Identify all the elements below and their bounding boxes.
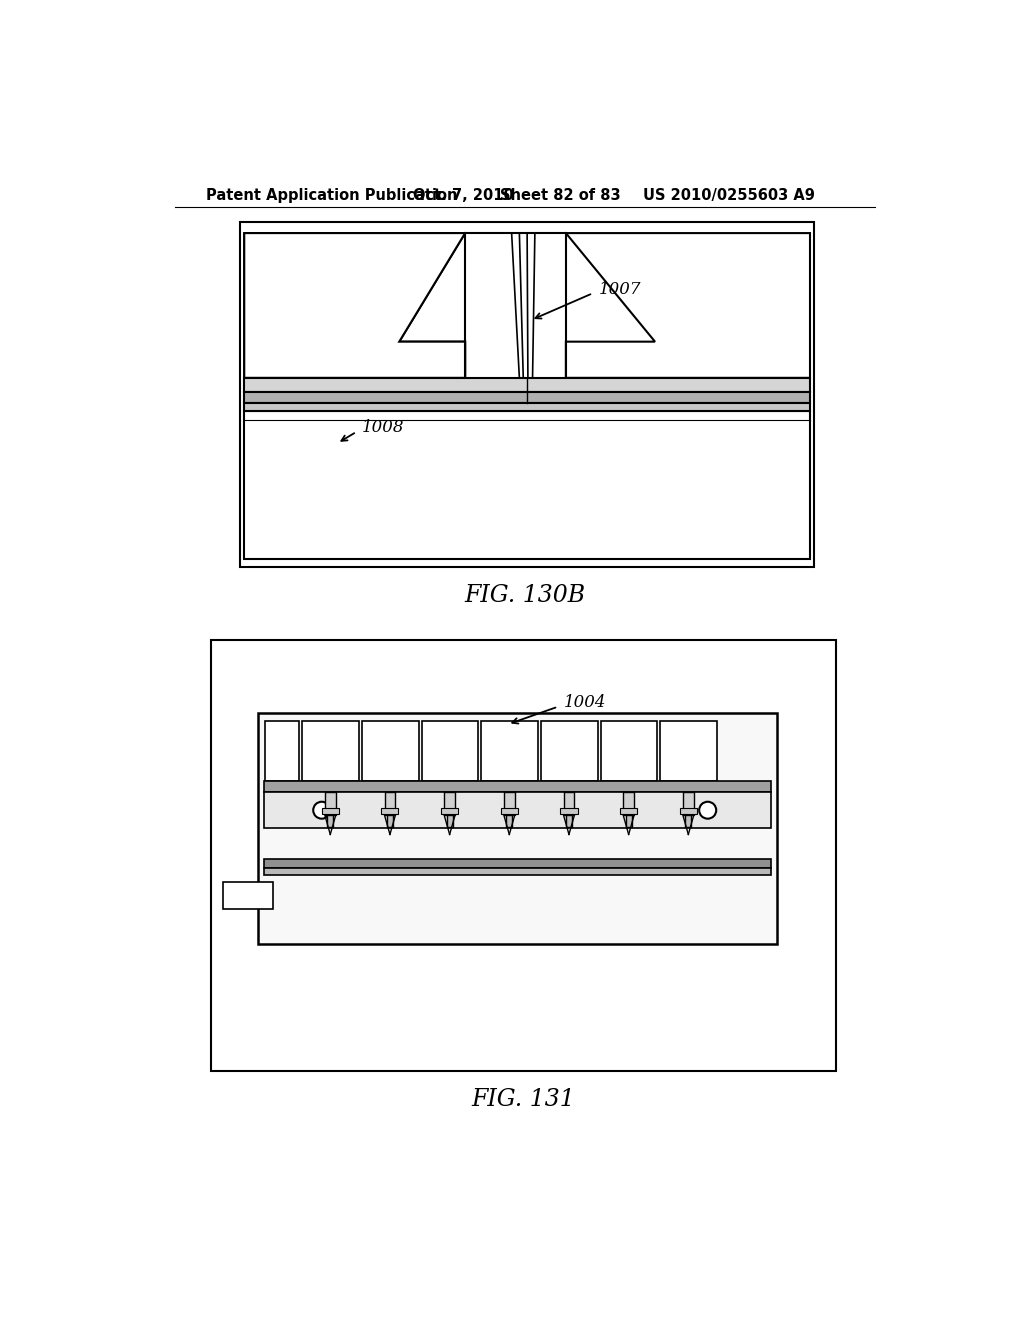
Bar — [381, 808, 398, 813]
Bar — [362, 721, 419, 780]
Text: Sheet 82 of 83: Sheet 82 of 83 — [500, 187, 621, 203]
Circle shape — [313, 801, 331, 818]
Text: 1008: 1008 — [362, 420, 404, 437]
Bar — [241, 222, 814, 566]
Bar — [302, 721, 359, 780]
Bar — [387, 816, 393, 826]
Bar — [465, 234, 566, 378]
Bar — [444, 792, 455, 816]
Text: Oct. 7, 2010: Oct. 7, 2010 — [414, 187, 514, 203]
Polygon shape — [566, 234, 810, 378]
Circle shape — [699, 801, 716, 818]
Bar — [322, 808, 339, 813]
Polygon shape — [245, 234, 465, 378]
Bar — [685, 816, 691, 826]
Bar — [245, 411, 810, 558]
Bar — [621, 808, 637, 813]
Bar — [325, 792, 336, 816]
Bar — [481, 721, 538, 780]
Bar — [541, 721, 598, 780]
Text: 1004: 1004 — [563, 694, 606, 711]
Bar — [328, 816, 334, 826]
Text: US 2010/0255603 A9: US 2010/0255603 A9 — [643, 187, 815, 203]
Bar — [263, 869, 771, 875]
Bar — [446, 816, 453, 826]
Bar — [506, 816, 512, 826]
Bar — [601, 721, 657, 780]
Bar — [222, 882, 273, 909]
Polygon shape — [245, 234, 465, 378]
Bar — [683, 792, 693, 816]
Bar — [263, 792, 771, 829]
Bar — [563, 792, 574, 816]
Bar — [626, 816, 632, 826]
Bar — [385, 792, 395, 816]
Text: Patent Application Publication: Patent Application Publication — [206, 187, 457, 203]
Bar — [680, 808, 697, 813]
Bar — [566, 816, 572, 826]
Bar — [211, 640, 836, 1071]
Bar — [560, 808, 578, 813]
Bar — [441, 808, 458, 813]
Text: 1007: 1007 — [598, 281, 641, 298]
Bar — [245, 392, 810, 404]
Bar — [263, 859, 771, 869]
Text: FIG. 131: FIG. 131 — [471, 1088, 575, 1111]
Bar — [245, 404, 810, 411]
Text: FIG. 130B: FIG. 130B — [464, 585, 586, 607]
Bar — [265, 721, 299, 780]
Bar — [422, 721, 478, 780]
Bar — [504, 792, 515, 816]
Bar — [258, 713, 777, 944]
Bar — [624, 792, 634, 816]
Bar — [660, 721, 717, 780]
Bar — [263, 780, 771, 792]
Bar — [245, 378, 810, 392]
Bar — [501, 808, 518, 813]
